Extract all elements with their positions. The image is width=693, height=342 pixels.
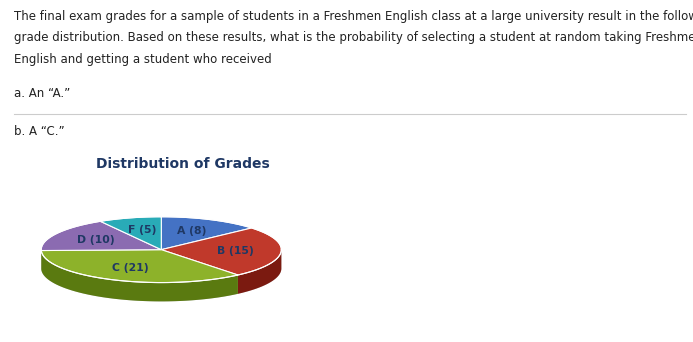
Polygon shape	[42, 221, 161, 251]
Polygon shape	[238, 250, 281, 294]
Polygon shape	[100, 217, 161, 250]
Polygon shape	[42, 250, 238, 282]
Text: D (10): D (10)	[78, 235, 115, 245]
Text: B (15): B (15)	[217, 246, 254, 256]
Text: a. An “A.”: a. An “A.”	[14, 87, 70, 100]
Text: grade distribution. Based on these results, what is the probability of selecting: grade distribution. Based on these resul…	[14, 31, 693, 44]
Polygon shape	[161, 217, 252, 250]
Text: Distribution of Grades: Distribution of Grades	[96, 157, 270, 171]
Text: F (5): F (5)	[128, 225, 156, 235]
Text: The final exam grades for a sample of students in a Freshmen English class at a : The final exam grades for a sample of st…	[14, 10, 693, 23]
Polygon shape	[42, 251, 238, 301]
Polygon shape	[161, 228, 281, 275]
Text: C (21): C (21)	[112, 263, 149, 273]
Text: b. A “C.”: b. A “C.”	[14, 125, 64, 138]
Text: English and getting a student who received: English and getting a student who receiv…	[14, 53, 272, 66]
Polygon shape	[42, 250, 281, 301]
Text: A (8): A (8)	[177, 226, 207, 236]
